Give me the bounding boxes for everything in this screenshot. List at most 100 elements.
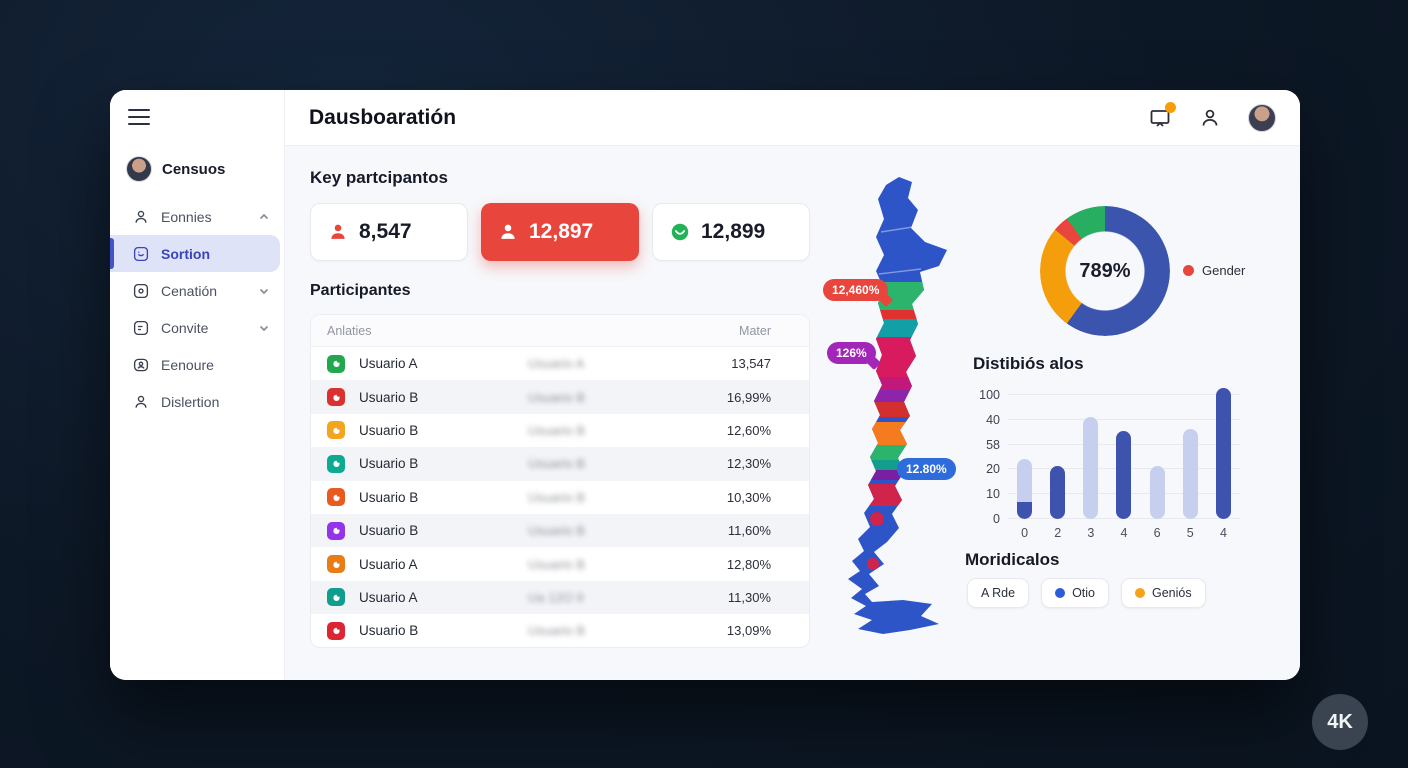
stat-card-3[interactable]: 12,899 xyxy=(652,203,810,261)
stat-value: 12,897 xyxy=(529,220,594,243)
sidebar-user-name: Censuos xyxy=(162,160,226,178)
chip-genios[interactable]: Geniós xyxy=(1121,578,1206,608)
bar-chart-x-labels: 0 2 3 4 6 5 4 xyxy=(1008,526,1240,540)
user-icon[interactable] xyxy=(1198,106,1222,130)
chip-dot xyxy=(1135,588,1145,598)
user-icon xyxy=(501,224,515,239)
row-name: Usuario B xyxy=(359,456,419,472)
table-row[interactable]: Usuario B Usuario B 10,30% xyxy=(311,481,809,514)
table-row[interactable]: Usuario B Usuario B 11,60% xyxy=(311,513,809,548)
row-value: 11,30% xyxy=(727,589,771,605)
sidebar: Censuos Eonnies Sortion Cenatión Convite xyxy=(110,90,285,680)
column-header: Mater xyxy=(739,323,771,338)
table-row[interactable]: Usuario A Ua 12O 9 11,30% xyxy=(311,580,809,615)
row-name: Usuario A xyxy=(359,556,418,572)
top-header: Dausboaratión xyxy=(285,90,1300,146)
sidebar-item-eenoure[interactable]: Eenoure xyxy=(110,346,284,383)
bar[interactable] xyxy=(1050,465,1066,519)
bar[interactable] xyxy=(1182,428,1198,519)
square-a-icon xyxy=(133,283,149,298)
chevron-down-icon[interactable] xyxy=(258,322,270,334)
table-row[interactable]: Usuario B Usuario B 12,60% xyxy=(311,414,809,447)
row-blurred-text: Usuario B xyxy=(528,389,586,405)
bar[interactable] xyxy=(1083,416,1099,519)
row-blurred-text: Usuario B xyxy=(528,556,586,572)
row-name: Usuario B xyxy=(359,422,419,438)
user-icon xyxy=(331,224,345,239)
chile-map: 12,460% 126% 12.80% xyxy=(815,174,975,639)
bar[interactable] xyxy=(1215,387,1231,519)
map-bubble-1[interactable]: 12,460% xyxy=(823,279,894,308)
column-header: Anlaties xyxy=(327,323,372,338)
bar[interactable] xyxy=(1116,431,1132,519)
person-square-icon xyxy=(133,358,149,371)
row-app-icon xyxy=(327,621,345,640)
sidebar-item-convite[interactable]: Convite xyxy=(110,309,284,346)
presentation-icon[interactable] xyxy=(1148,101,1176,130)
chip-arde[interactable]: A Rde xyxy=(967,578,1030,608)
row-name: Usuario A xyxy=(359,589,418,605)
donut-ring xyxy=(1040,206,1170,336)
sidebar-item-dislertion[interactable]: Dislertion xyxy=(110,383,284,420)
bar[interactable] xyxy=(1149,465,1165,519)
y-axis-tick: 40 xyxy=(986,412,1000,427)
row-app-icon xyxy=(327,421,345,440)
row-value: 10,30% xyxy=(726,489,771,505)
row-value: 12,30% xyxy=(726,456,771,472)
x-axis-tick: 4 xyxy=(1120,526,1128,540)
map-bubble-3[interactable]: 12.80% xyxy=(897,458,956,480)
row-blurred-text: Usuario A xyxy=(528,356,585,372)
row-name: Usuario A xyxy=(359,356,418,372)
bar[interactable] xyxy=(1017,458,1033,519)
sidebar-item-eonnies[interactable]: Eonnies xyxy=(110,198,284,235)
table-row[interactable]: Usuario B Usuario B 16,99% xyxy=(311,380,809,414)
x-axis-tick: 4 xyxy=(1219,526,1227,540)
main-content: Key partcipantos 8,547 12,897 12,899 Par… xyxy=(285,146,1300,680)
smiley-icon xyxy=(671,223,689,241)
row-name: Usuario B xyxy=(359,623,419,639)
row-value: 11,60% xyxy=(727,523,771,539)
stat-cards: 8,547 12,897 12,899 xyxy=(310,203,810,261)
row-app-icon xyxy=(327,354,345,373)
map-bubble-2[interactable]: 126% xyxy=(827,342,881,371)
row-app-icon xyxy=(327,388,345,407)
table-row[interactable]: Usuario A Usuario A 13,547 xyxy=(311,347,809,380)
header-avatar[interactable] xyxy=(1248,103,1276,132)
sidebar-user[interactable]: Censuos xyxy=(126,156,225,182)
filters-title: Moridicalos xyxy=(965,550,1060,569)
table-row[interactable]: Usuario B Usuario B 13,09% xyxy=(311,614,809,647)
4k-badge: 4K xyxy=(1312,694,1368,750)
y-axis-tick: 0 xyxy=(993,512,1000,526)
sidebar-item-cenation[interactable]: Cenatión xyxy=(110,272,284,309)
table-section-title: Participantes xyxy=(310,282,411,299)
row-app-icon xyxy=(327,488,345,507)
square-lines-icon xyxy=(133,320,149,335)
y-axis-tick: 10 xyxy=(986,487,1000,502)
row-value: 16,99% xyxy=(726,389,771,405)
person-icon xyxy=(135,210,147,223)
table-body: Usuario A Usuario A 13,547 Usuario B Usuari… xyxy=(311,347,809,647)
row-app-icon xyxy=(327,555,345,574)
hamburger-menu-icon[interactable] xyxy=(128,109,150,125)
row-blurred-text: Usuario B xyxy=(528,456,586,472)
sidebar-item-label: Cenatión xyxy=(161,282,218,299)
chip-otio[interactable]: Otio xyxy=(1041,578,1109,608)
row-blurred-text: Ua 12O 9 xyxy=(528,589,584,605)
sidebar-item-sortion[interactable]: Sortion xyxy=(110,235,280,272)
y-axis-tick: 20 xyxy=(986,462,1000,477)
table-row[interactable]: Usuario A Usuario B 12,80% xyxy=(311,547,809,580)
legend-dot xyxy=(1183,265,1194,276)
row-value: 13,09% xyxy=(726,623,771,639)
sidebar-item-label: Eonnies xyxy=(161,208,212,225)
row-app-icon xyxy=(327,588,345,607)
smiley-square-icon xyxy=(133,246,149,261)
table-row[interactable]: Usuario B Usuario B 12,30% xyxy=(311,447,809,481)
row-value: 12,60% xyxy=(726,422,771,438)
chevron-up-icon[interactable] xyxy=(258,211,270,223)
x-axis-tick: 6 xyxy=(1153,526,1161,540)
stat-card-1[interactable]: 8,547 xyxy=(310,203,468,261)
stat-card-2[interactable]: 12,897 xyxy=(481,203,639,261)
filter-chips: A Rde Otio Geniós xyxy=(967,578,1206,608)
chevron-down-icon[interactable] xyxy=(258,285,270,297)
row-app-icon xyxy=(327,454,345,473)
